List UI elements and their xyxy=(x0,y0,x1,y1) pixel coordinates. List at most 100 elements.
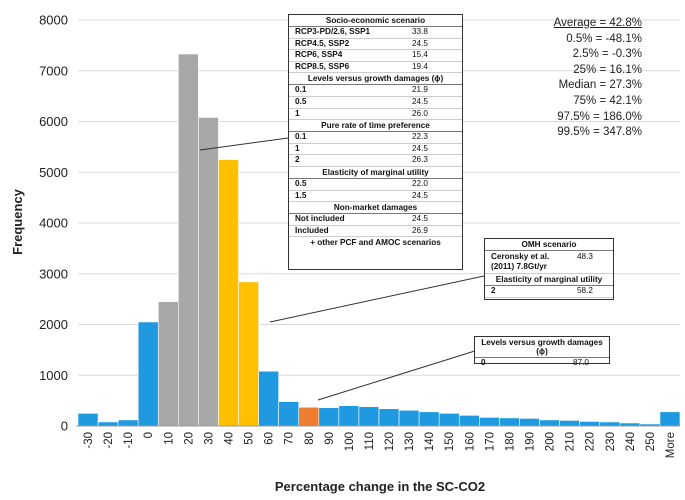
levels-row: 0 87.0 xyxy=(475,358,609,369)
bar-180 xyxy=(499,417,520,427)
x-axis-title: Percentage change in the SC-CO2 xyxy=(275,479,485,494)
callout-row: 0.5 22.0 xyxy=(289,179,462,191)
x-tick-label: 0 xyxy=(143,432,155,438)
omh-row-value: 48.3 xyxy=(577,252,593,261)
omh-row: 2 58.2 xyxy=(485,286,613,298)
bar--10 xyxy=(117,419,139,427)
x-tick-label: 30 xyxy=(203,432,215,445)
callout-row-value: 15.4 xyxy=(412,50,428,60)
x-tick-label: 140 xyxy=(424,432,436,451)
callout-row-value: 26.0 xyxy=(412,108,428,118)
callout-section-title: Socio-economic scenario xyxy=(289,15,462,27)
x-tick-label: 220 xyxy=(585,432,597,451)
callout-row: 1.5 24.5 xyxy=(289,191,462,203)
x-tick-label: 70 xyxy=(284,432,296,445)
omh-section-title: Elasticity of marginal utility xyxy=(485,274,613,286)
stat-line: 75% = 42.1% xyxy=(573,94,642,107)
callout-row-label: 0.1 xyxy=(295,132,307,142)
callout-row-value: 21.9 xyxy=(412,85,428,95)
callout-row: 0.1 21.9 xyxy=(289,85,462,97)
callout-row: RCP4.5, SSP2 24.5 xyxy=(289,39,462,51)
stat-average: Average = 42.8% xyxy=(553,17,642,29)
callout-row-value: 26.3 xyxy=(412,155,428,165)
callout-row: Included 26.9 xyxy=(289,226,462,238)
bar-230 xyxy=(599,421,621,427)
omh-row-label: Ceronsky et al. (2011) 7.8Gt/yr xyxy=(491,252,550,271)
callout-row: Not included 24.5 xyxy=(289,214,462,226)
x-axis-ticks: -30 -20 -10 0 10 20 30 40 50 60 70 80 90 100 110 120 130… xyxy=(83,432,677,458)
stat-line: 97.5% = 186.0% xyxy=(557,110,642,123)
y-tick-label: 4000 xyxy=(39,216,68,231)
callout-row-label: 0.5 xyxy=(295,96,307,106)
x-tick-label: 160 xyxy=(464,432,476,451)
bar-170 xyxy=(479,417,500,427)
bar-220 xyxy=(579,421,601,427)
y-tick-label: 6000 xyxy=(39,114,68,129)
omh-row-label: 2 xyxy=(491,286,496,295)
bar--30 xyxy=(77,413,99,427)
y-tick-label: 2000 xyxy=(39,317,68,332)
callout-row-value: 22.3 xyxy=(412,132,428,142)
bar-40 xyxy=(218,159,239,427)
x-tick-label: 110 xyxy=(364,432,376,450)
leader-line-omh xyxy=(269,275,485,323)
bar-120 xyxy=(378,408,400,427)
x-tick-label: -10 xyxy=(123,432,135,449)
x-tick-label: -30 xyxy=(83,432,95,449)
callout-row-value: 22.0 xyxy=(412,178,428,188)
callout-row: RCP8.5, SSP6 19.4 xyxy=(289,62,462,74)
x-tick-label: 240 xyxy=(625,432,637,451)
x-tick-label: 210 xyxy=(565,432,577,451)
callout-row-label: RCP6, SSP4 xyxy=(295,50,343,60)
callout-row-label: 0.5 xyxy=(295,178,307,188)
callout-sections: Socio-economic scenario RCP3-PD/2.6, SSP1… xyxy=(289,15,462,238)
callout-row-label: Included xyxy=(295,225,329,235)
bar-0 xyxy=(137,321,159,427)
bar-60 xyxy=(258,370,279,427)
x-tick-label: More xyxy=(665,432,677,458)
callout-row-value: 24.5 xyxy=(412,96,428,106)
callout-section-title: Elasticity of marginal utility xyxy=(289,167,462,179)
bar-50 xyxy=(238,281,259,427)
callout-row-value: 24.5 xyxy=(412,214,428,224)
y-tick-label: 1000 xyxy=(39,368,68,383)
x-tick-label: 50 xyxy=(244,432,256,445)
x-tick-label: 10 xyxy=(163,432,175,445)
callout-row-label: 0.1 xyxy=(295,85,307,95)
callout-leader-lines xyxy=(199,137,485,401)
callout-row: 0.5 24.5 xyxy=(289,97,462,109)
callout-row-label: Not included xyxy=(295,214,345,224)
callout-omh-scenario: OMH scenario Ceronsky et al. (2011) 7.8G… xyxy=(484,238,614,300)
x-tick-label: 230 xyxy=(605,432,617,451)
levels-row-value: 87.0 xyxy=(573,358,589,367)
bar-150 xyxy=(438,413,460,427)
x-tick-label: 250 xyxy=(645,432,657,451)
stat-line: 99.5% = 347.8% xyxy=(557,126,642,139)
summary-statistics: Average = 42.8% 0.5% = -48.1% 2.5% = -0.… xyxy=(522,16,642,141)
x-tick-label: 60 xyxy=(264,432,276,445)
callout-levels-damages: Levels versus growth damages (ϕ) 0 87.0 xyxy=(474,336,610,367)
callout-row-label: 1 xyxy=(295,108,300,118)
callout-row-label: RCP8.5, SSP6 xyxy=(295,61,350,71)
callout-row: 0.1 22.3 xyxy=(289,132,462,144)
bar-80 xyxy=(298,406,320,427)
omh-row: Ceronsky et al. (2011) 7.8Gt/yr 48.3 xyxy=(485,251,613,274)
x-tick-label: -20 xyxy=(103,432,115,449)
x-tick-label: 120 xyxy=(384,432,396,451)
callout-row-value: 24.5 xyxy=(412,190,428,200)
stat-line: 0.5% = -48.1% xyxy=(566,32,642,45)
callout-row-label: 1.5 xyxy=(295,190,307,200)
bar-30 xyxy=(198,117,219,427)
bar-210 xyxy=(559,420,580,427)
omh-row-value: 58.2 xyxy=(577,286,593,295)
callout-row-label: RCP4.5, SSP2 xyxy=(295,38,350,48)
bar-200 xyxy=(539,419,560,427)
callout-section-title: Pure rate of time preference xyxy=(289,120,462,133)
bar-190 xyxy=(519,418,540,427)
x-tick-label: 80 xyxy=(304,432,316,445)
callout-row-label: 2 xyxy=(295,155,300,165)
stat-line: Median = 27.3% xyxy=(558,79,642,92)
bars xyxy=(77,53,681,427)
x-tick-label: 40 xyxy=(224,432,236,445)
